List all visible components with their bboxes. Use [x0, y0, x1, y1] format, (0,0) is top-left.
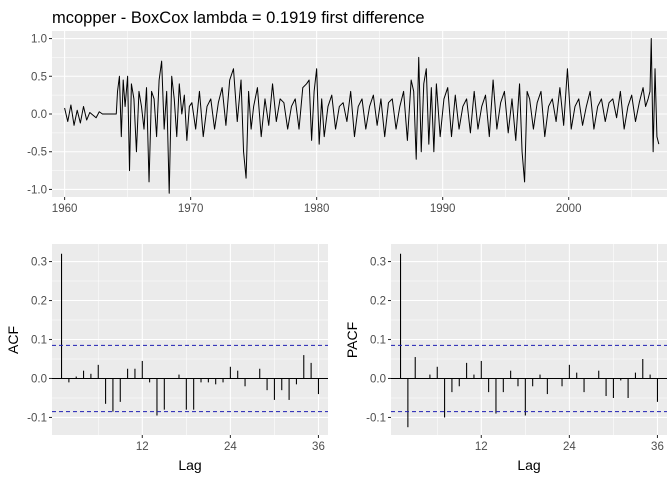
timeseries-x-tick-label: 1980	[304, 203, 330, 215]
pacf-x-axis-title: Lag	[517, 457, 540, 473]
acf-y-tick-label: 0.3	[31, 257, 47, 269]
acf-y-tick-label: 0.0	[31, 373, 47, 385]
acf-x-axis-title: Lag	[178, 457, 201, 473]
pacf-x-tick-label: 24	[563, 441, 576, 453]
timeseries-y-tick-label: 1.0	[31, 34, 47, 46]
acf-y-axis-title: ACF	[5, 326, 21, 354]
acf-panel: 0.3 0.2 0.1 0.0 -0.1 12 24 36	[27, 244, 328, 453]
acf-y-tick-label: -0.1	[27, 412, 47, 424]
timeseries-x-tick-label: 1970	[178, 203, 204, 215]
timeseries-y-tick-label: -1.0	[27, 184, 47, 196]
timeseries-x-tick-label: 2000	[556, 203, 582, 215]
pacf-x-tick-label: 12	[475, 441, 488, 453]
acf-x-tick-label: 36	[312, 441, 325, 453]
acf-x-tick-label: 24	[224, 441, 237, 453]
pacf-y-tick-label: -0.1	[366, 412, 386, 424]
timeseries-y-tick-label: -0.5	[27, 147, 47, 159]
pacf-x-tick-label: 36	[651, 441, 664, 453]
timeseries-y-tick-label: 0.5	[31, 71, 47, 83]
pacf-y-axis-title: PACF	[344, 322, 360, 358]
plot-title: mcopper - BoxCox lambda = 0.1919 first d…	[52, 9, 425, 27]
timeseries-line	[64, 38, 660, 194]
acf-y-tick-label: 0.2	[31, 296, 47, 308]
pacf-y-tick-label: 0.1	[370, 335, 386, 347]
pacf-y-tick-label: 0.3	[370, 257, 386, 269]
pacf-y-tick-label: 0.2	[370, 296, 386, 308]
pacf-y-tick-label: 0.0	[370, 373, 386, 385]
timeseries-y-tick-label: 0.0	[31, 109, 47, 121]
timeseries-x-tick-label: 1990	[430, 203, 456, 215]
timeseries-panel: 1.0 0.5 0.0 -0.5 -1.0 1960 1970 1980 1990 2000	[27, 31, 667, 215]
pacf-panel: 0.3 0.2 0.1 0.0 -0.1 12 24 36	[366, 244, 667, 453]
acf-y-tick-label: 0.1	[31, 335, 47, 347]
acf-x-tick-label: 12	[136, 441, 149, 453]
timeseries-x-tick-label: 1960	[52, 203, 78, 215]
